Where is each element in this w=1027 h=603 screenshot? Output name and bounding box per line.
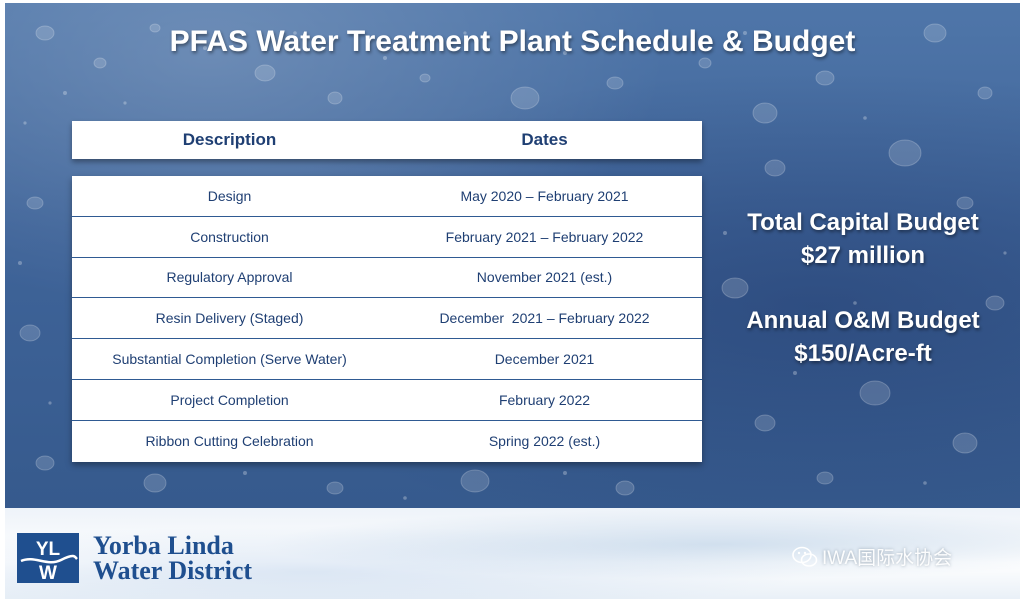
table-body: Design May 2020 – February 2021 Construc… (72, 176, 702, 462)
table-row: Design May 2020 – February 2021 (72, 176, 702, 217)
row-dates: December 2021 – February 2022 (439, 310, 650, 327)
header-description: Description (182, 130, 277, 149)
capital-budget-label: Total Capital Budget (747, 209, 979, 236)
row-dates: December 2021 (494, 351, 595, 368)
table-row: Construction February 2021 – February 20… (72, 217, 702, 258)
district-name-line1: Yorba Linda (93, 531, 234, 560)
watermark-text: IWA国际水协会 (822, 548, 953, 569)
row-description: Regulatory Approval (166, 269, 293, 286)
water-splash-footer (5, 508, 1020, 599)
row-dates: Spring 2022 (est.) (488, 433, 601, 450)
om-budget-value: $150/Acre-ft (794, 340, 932, 367)
wechat-icon (792, 546, 818, 567)
row-dates: February 2021 – February 2022 (445, 228, 644, 245)
watermark: IWA国际水协会 (792, 543, 952, 570)
table-row: Regulatory Approval November 2021 (est.) (72, 258, 702, 299)
row-description: Resin Delivery (Staged) (155, 310, 304, 327)
table-row: Resin Delivery (Staged) December 2021 – … (72, 298, 702, 340)
district-name: Yorba Linda Water District (93, 531, 253, 585)
svg-text:YL: YL (36, 539, 61, 560)
row-description: Ribbon Cutting Celebration (145, 433, 314, 450)
om-budget: Annual O&M Budget $150/Acre-ft (713, 304, 1013, 370)
row-description: Project Completion (170, 391, 289, 408)
capital-budget: Total Capital Budget $27 million (713, 206, 1013, 272)
row-description: Substantial Completion (Serve Water) (112, 351, 347, 368)
header-dates: Dates (521, 130, 568, 149)
row-dates: May 2020 – February 2021 (460, 187, 629, 204)
district-name-line2: Water District (93, 556, 253, 585)
row-description: Design (207, 187, 252, 204)
schedule-table: Description Dates Design May 2020 – Febr… (72, 121, 702, 462)
slide: PFAS Water Treatment Plant Schedule & Bu… (5, 3, 1020, 599)
capital-budget-value: $27 million (800, 242, 926, 269)
table-row: Substantial Completion (Serve Water) Dec… (72, 339, 702, 380)
water-drops-decoration (18, 23, 1007, 500)
svg-text:W: W (39, 563, 57, 583)
table-row: Project Completion February 2022 (72, 380, 702, 421)
om-budget-label: Annual O&M Budget (746, 307, 980, 334)
table-row: Ribbon Cutting Celebration Spring 2022 (… (72, 421, 702, 462)
row-dates: February 2022 (498, 391, 591, 408)
row-dates: November 2021 (est.) (476, 269, 613, 286)
ylw-logo-mark: YL W (17, 533, 79, 583)
slide-title: PFAS Water Treatment Plant Schedule & Bu… (169, 25, 856, 58)
ylw-logo-icon: YL W (17, 533, 79, 583)
table-header: Description Dates (72, 121, 702, 159)
row-description: Construction (190, 228, 269, 245)
